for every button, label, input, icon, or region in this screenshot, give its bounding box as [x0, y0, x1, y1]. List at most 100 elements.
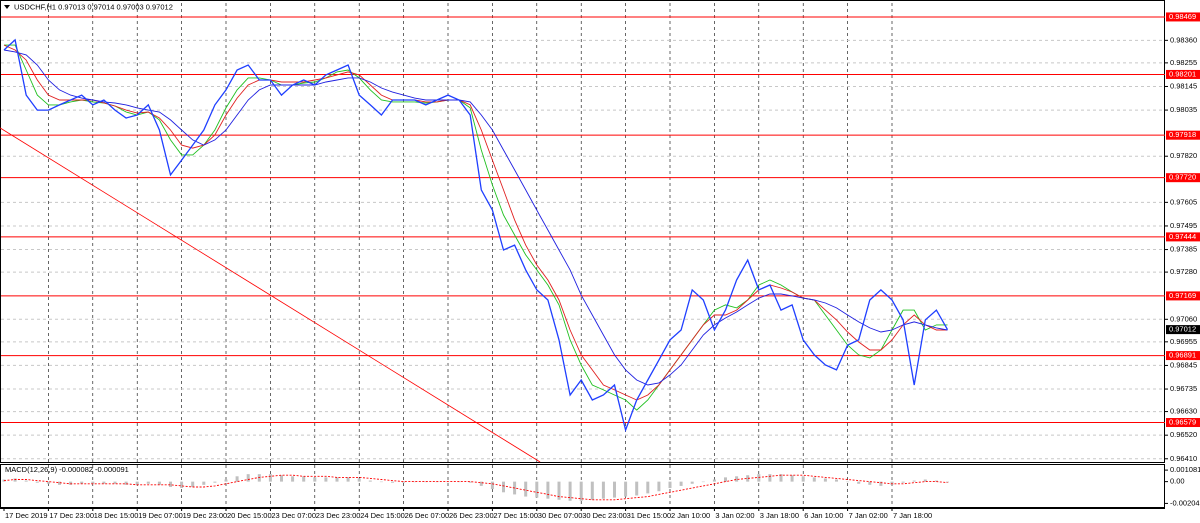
macd-bar [857, 481, 861, 484]
x-tick-label: 30 Dec 07:00 [538, 511, 583, 520]
macd-bar [280, 475, 283, 482]
macd-bar [735, 476, 739, 482]
macd-bar [701, 481, 705, 483]
macd-bar [58, 481, 61, 485]
y-tick-label: -0.002043 [1170, 498, 1200, 507]
macd-bar [790, 475, 794, 482]
macd-bar [846, 481, 850, 483]
macd-bar [91, 481, 95, 484]
macd-bar [69, 481, 73, 485]
macd-bar [268, 474, 272, 482]
macd-bar [124, 481, 128, 485]
current-price-box [1166, 325, 1200, 335]
macd-bar [624, 481, 628, 497]
macd-bar [901, 481, 905, 483]
macd-bar [812, 477, 816, 482]
ma-line [3, 49, 948, 386]
current-price-label: 0.97012 [1169, 325, 1196, 334]
x-tick-label: 2 Jan 10:00 [671, 511, 710, 520]
y-tick-label: 0.97495 [1170, 221, 1197, 230]
macd-bar [479, 481, 483, 486]
y-tick-label: 0.97385 [1170, 245, 1197, 254]
x-tick-label: 3 Jan 02:00 [715, 511, 754, 520]
macd-bar [357, 478, 361, 482]
macd-bar [35, 481, 39, 483]
macd-bar [80, 481, 84, 484]
macd-bar [302, 476, 306, 482]
x-tick-label: 26 Dec 07:00 [405, 511, 450, 520]
x-tick-label: 20 Dec 15:00 [227, 511, 272, 520]
y-tick-label: 0.98035 [1170, 105, 1197, 114]
macd-bar [823, 478, 827, 482]
macd-bar [646, 481, 650, 494]
y-tick-label: 0.98145 [1170, 81, 1197, 90]
macd-bar [890, 481, 894, 485]
x-tick-label: 30 Dec 23:00 [582, 511, 627, 520]
macd-bar [246, 474, 250, 482]
y-tick-label: 0.96410 [1170, 454, 1197, 463]
macd-title: MACD(12,26,9) -0.000082 -0.000091 [5, 465, 129, 474]
x-tick-label: 18 Dec 15:00 [94, 511, 139, 520]
x-tick-label: 19 Dec 07:00 [138, 511, 183, 520]
x-tick-label: 17 Dec 23:00 [49, 511, 94, 520]
level-label-box [1166, 12, 1200, 22]
y-tick-label: 0.97820 [1170, 151, 1197, 160]
x-tick-label: 26 Dec 23:00 [449, 511, 494, 520]
macd-bar [746, 475, 750, 482]
x-tick-label: 19 Dec 23:00 [183, 511, 228, 520]
x-tick-label: 24 Dec 15:00 [360, 511, 405, 520]
macd-bar [202, 481, 206, 485]
level-label: 0.96891 [1169, 351, 1196, 360]
y-tick-label: 0.00 [1170, 477, 1185, 486]
macd-bar [413, 481, 417, 483]
macd-bar [324, 477, 328, 482]
macd-bar [690, 481, 694, 484]
macd-bar [102, 481, 106, 484]
level-label: 0.97918 [1169, 130, 1196, 139]
macd-bar [313, 477, 317, 482]
macd-bar [879, 481, 883, 486]
x-tick-label: 31 Dec 15:00 [627, 511, 672, 520]
price-line [3, 38, 949, 433]
macd-bar [468, 481, 472, 483]
macd-bar [490, 481, 494, 490]
y-tick-label: 0.97280 [1170, 267, 1197, 276]
x-tick-label: 23 Dec 07:00 [271, 511, 316, 520]
macd-bar [180, 481, 184, 489]
level-label: 0.97444 [1169, 232, 1196, 241]
macd-bar [934, 480, 938, 482]
macd-bar [391, 481, 394, 483]
macd-bar [635, 481, 639, 496]
macd-bar [657, 481, 661, 492]
menu-triangle [4, 5, 10, 9]
level-label-box [1166, 418, 1200, 428]
macd-bar [579, 481, 583, 501]
y-tick-label: 0.97605 [1170, 197, 1197, 206]
macd-bar [568, 481, 572, 501]
y-tick-label: 0.96735 [1170, 384, 1197, 393]
x-tick-label: 27 Dec 15:00 [493, 511, 538, 520]
x-tick-label: 7 Jan 18:00 [893, 511, 932, 520]
level-label: 0.98201 [1169, 69, 1196, 78]
macd-bar [379, 481, 383, 483]
macd-bar [257, 474, 261, 482]
macd-bar [113, 481, 117, 484]
macd-bar [191, 481, 195, 487]
x-tick-label: 6 Jan 10:00 [804, 511, 843, 520]
macd-bar [668, 481, 672, 489]
ma-line [3, 44, 948, 401]
level-label: 0.97169 [1169, 291, 1196, 300]
x-tick-label: 23 Dec 23:00 [316, 511, 361, 520]
macd-bar [546, 481, 550, 499]
y-tick-label: 0.96845 [1170, 360, 1197, 369]
x-tick-label: 17 Dec 2019 [5, 511, 48, 520]
macd-bar [679, 481, 683, 486]
macd-bar [368, 480, 372, 482]
macd-bar [868, 481, 872, 485]
signal-line [3, 474, 948, 501]
macd-bar [835, 479, 838, 482]
level-label-box [1166, 69, 1200, 79]
x-tick-label: 7 Jan 02:00 [849, 511, 888, 520]
macd-bar [590, 481, 594, 500]
